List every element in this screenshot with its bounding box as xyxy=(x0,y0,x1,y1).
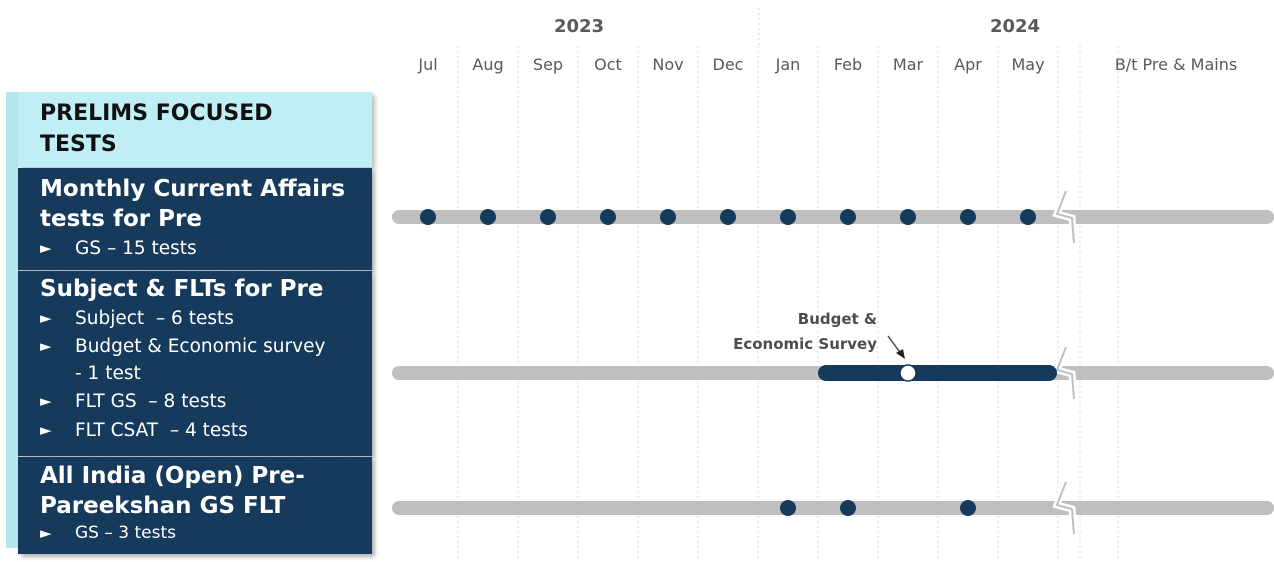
section-title: Pareekshan GS FLT xyxy=(40,493,286,519)
section-divider xyxy=(18,270,372,271)
triangle-right-icon: ► xyxy=(40,392,52,410)
list-item-text: Subject – 6 tests xyxy=(75,308,234,329)
track-all-india-open xyxy=(392,480,1274,535)
test-dot xyxy=(840,500,856,516)
month-label: Dec xyxy=(713,55,744,74)
month-label: Apr xyxy=(954,55,982,74)
section-title: tests for Pre xyxy=(40,206,202,232)
section-title: Monthly Current Affairs xyxy=(40,176,346,202)
year-label-2023: 2023 xyxy=(554,16,604,37)
month-label: Feb xyxy=(834,55,862,74)
section-all-india-open: All India (Open) Pre- Pareekshan GS FLT … xyxy=(18,457,372,554)
zigzag-break-line xyxy=(1055,481,1075,535)
section-title: All India (Open) Pre- xyxy=(40,463,305,489)
test-dot xyxy=(1020,209,1036,225)
month-label: Nov xyxy=(652,55,683,74)
list-item: ► Subject – 6 tests xyxy=(40,304,372,333)
test-dot xyxy=(840,209,856,225)
year-label-2024: 2024 xyxy=(990,16,1040,37)
month-label: May xyxy=(1011,55,1044,74)
list-item-text: GS – 3 tests xyxy=(75,523,176,543)
test-dot xyxy=(780,209,796,225)
list-item: ► Budget & Economic survey - 1 test xyxy=(40,333,372,387)
left-panel: PRELIMS FOCUSED TESTS Monthly Current Af… xyxy=(6,92,378,554)
test-dot xyxy=(600,209,616,225)
test-dot xyxy=(660,209,676,225)
test-dot xyxy=(780,500,796,516)
month-label: B/t Pre & Mains xyxy=(1115,55,1237,74)
list-item-text: FLT CSAT – 4 tests xyxy=(75,420,248,441)
triangle-right-icon: ► xyxy=(40,524,52,542)
test-dot xyxy=(720,209,736,225)
test-dot xyxy=(540,209,556,225)
month-label: Jul xyxy=(417,55,437,74)
annotation-line-2: Economic Survey xyxy=(733,335,877,353)
test-dot xyxy=(420,209,436,225)
list-item: ► GS – 15 tests xyxy=(40,234,372,263)
list-item: ► FLT CSAT – 4 tests xyxy=(40,416,372,445)
month-label: Mar xyxy=(893,55,924,74)
triangle-right-icon: ► xyxy=(40,239,52,257)
test-dot xyxy=(960,209,976,225)
budget-marker-dot xyxy=(899,364,917,382)
annotation-line-1: Budget & xyxy=(798,310,877,328)
list-item-text: GS – 15 tests xyxy=(75,238,197,259)
list-item: ► FLT GS – 8 tests xyxy=(40,387,372,416)
test-dot xyxy=(480,209,496,225)
panel-header-line-1: PRELIMS FOCUSED xyxy=(40,101,273,126)
month-label: Jan xyxy=(775,55,801,74)
month-label: Aug xyxy=(472,55,503,74)
arrow-head xyxy=(896,349,905,359)
panel-header: PRELIMS FOCUSED TESTS xyxy=(18,92,372,167)
section-subject-and-flts: Subject & FLTs for Pre ► Subject – 6 test… xyxy=(18,271,372,456)
month-label: Sep xyxy=(533,55,563,74)
triangle-right-icon: ► xyxy=(40,337,52,355)
track-subject-and-flts xyxy=(392,345,1274,400)
accent-band xyxy=(6,92,18,548)
test-dot xyxy=(960,500,976,516)
triangle-right-icon: ► xyxy=(40,421,52,439)
zigzag-break-line xyxy=(1055,346,1075,400)
test-dot xyxy=(900,209,916,225)
panel-header-line-2: TESTS xyxy=(40,132,117,157)
triangle-right-icon: ► xyxy=(40,309,52,327)
list-item: ► GS – 3 tests xyxy=(40,521,372,546)
section-monthly-current-affairs: Monthly Current Affairs tests for Pre ► G… xyxy=(18,168,372,270)
budget-annotation: Budget & Economic Survey xyxy=(733,310,905,359)
list-item-text: FLT GS – 8 tests xyxy=(75,391,227,412)
section-divider xyxy=(18,456,372,457)
zigzag-break-line xyxy=(1055,190,1075,244)
section-title: Subject & FLTs for Pre xyxy=(40,276,324,302)
track-monthly-current-affairs xyxy=(392,189,1274,244)
list-item-text: Budget & Economic survey - 1 test xyxy=(75,336,326,384)
month-label: Oct xyxy=(594,55,622,74)
